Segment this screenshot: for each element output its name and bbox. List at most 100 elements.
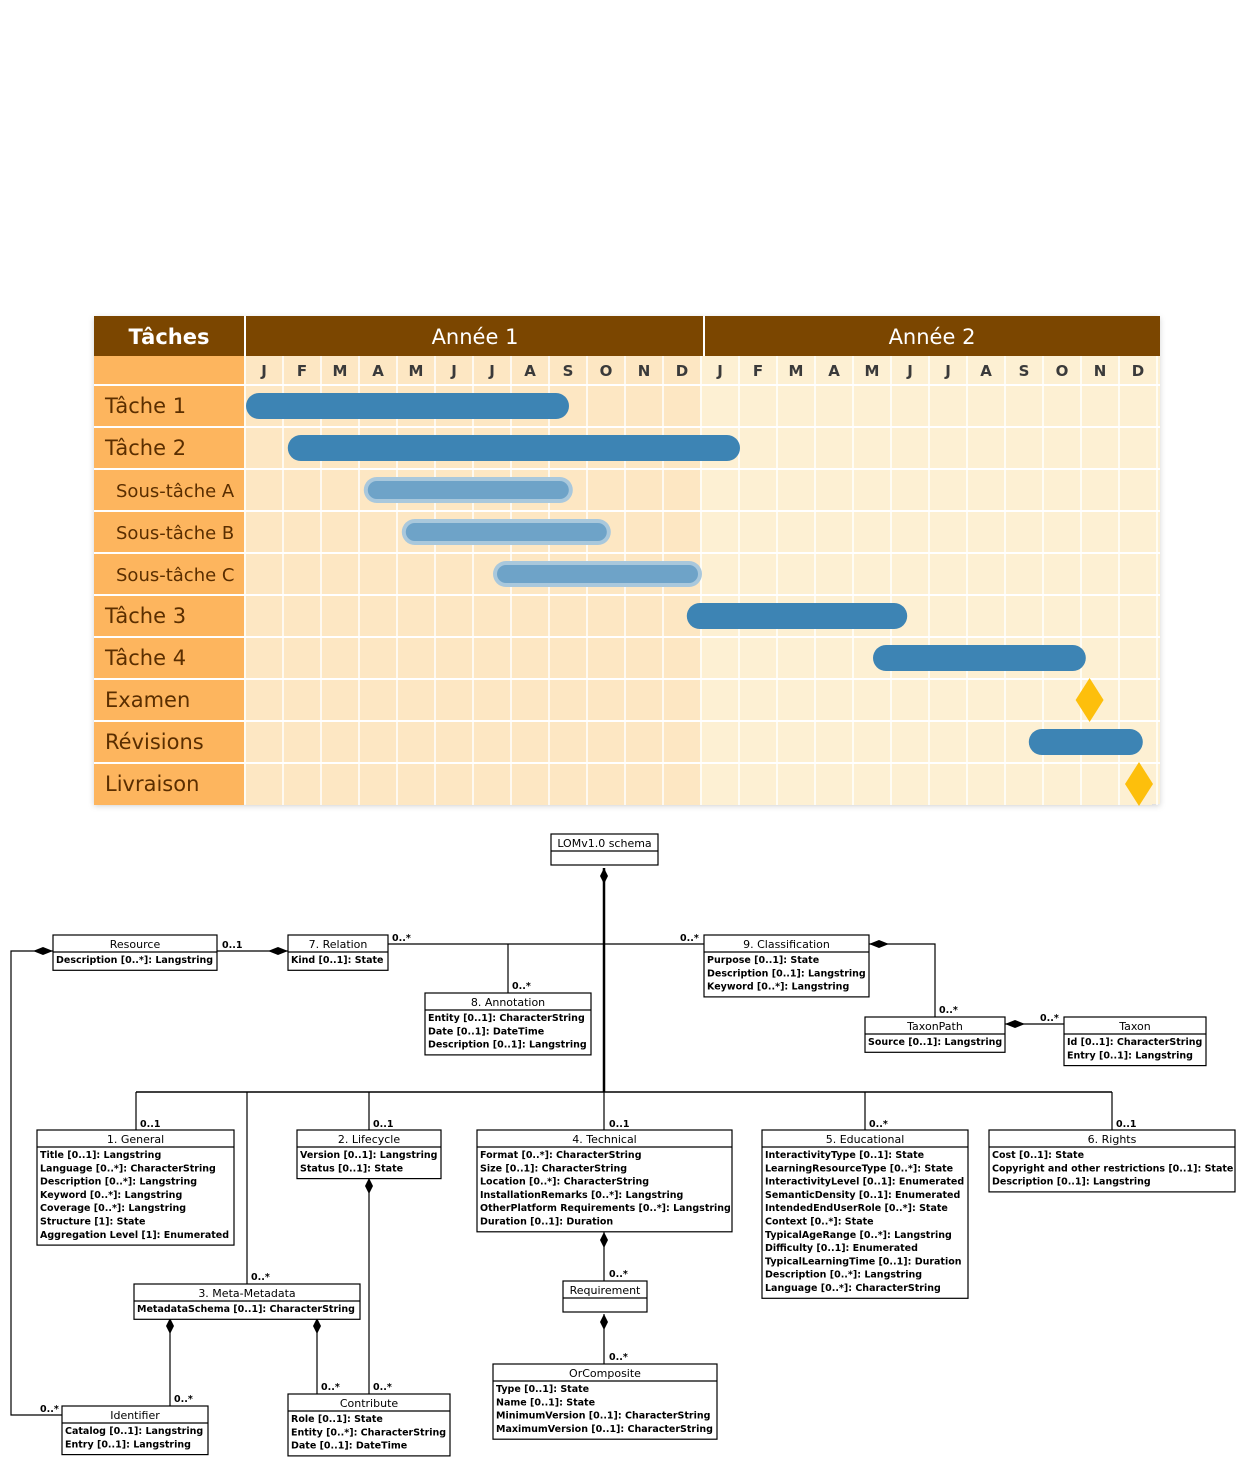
uml-class-attr: Duration [0..1]: Duration <box>480 1217 613 1228</box>
uml-class-attr: Cost [0..1]: State <box>992 1150 1084 1161</box>
uml-class-classification: 9. Classification Purpose [0..1]: State De… <box>703 934 870 998</box>
mult-requirement: 0..* <box>609 1269 628 1280</box>
uml-class-attr: Status [0..1]: State <box>300 1163 403 1174</box>
uml-class-attr: Language [0..*]: CharacterString <box>765 1283 941 1294</box>
gantt-month-label: N <box>1094 362 1107 380</box>
uml-class-attr: Description [0..1]: Langstring <box>707 968 866 979</box>
uml-class-title: 3. Meta-Metadata <box>198 1287 295 1300</box>
gantt-task-bar <box>246 393 569 419</box>
gantt-month-label: J <box>488 362 495 380</box>
mult-annotation: 0..* <box>512 981 531 992</box>
mult-general: 0..1 <box>140 1119 160 1130</box>
uml-class-box <box>52 934 218 971</box>
uml-class-attr: Date [0..1]: DateTime <box>428 1026 544 1037</box>
gantt-month-label: S <box>563 362 574 380</box>
gantt-subtask-bar <box>405 523 607 541</box>
mult-identifier-resource: 0..* <box>40 1404 59 1415</box>
uml-class-box <box>296 1129 442 1180</box>
uml-class-box <box>864 1016 1006 1053</box>
gantt-row-label: Sous-tâche C <box>116 565 234 586</box>
gantt-month-label: N <box>638 362 651 380</box>
uml-class-attr: Keyword [0..*]: Langstring <box>40 1190 182 1201</box>
uml-class-attr: Version [0..1]: Langstring <box>300 1150 437 1161</box>
uml-class-box <box>761 1129 969 1299</box>
gantt-task-bar <box>287 435 740 461</box>
gantt-row-label: Livraison <box>105 772 199 796</box>
uml-class-attr: MetadataSchema [0..1]: CharacterString <box>137 1304 355 1315</box>
gantt-month-label: J <box>944 362 951 380</box>
uml-class-general: 1. General Title [0..1]: Langstring Langua… <box>36 1129 235 1246</box>
uml-class-box <box>562 1280 648 1313</box>
uml-class-orcomposite: OrComposite Type [0..1]: State Name [0..1]… <box>492 1363 718 1440</box>
uml-class-attr: Kind [0..1]: State <box>291 955 384 966</box>
uml-class-resource: Resource Description [0..*]: Langstring <box>52 934 218 971</box>
gantt-milestone <box>1125 762 1153 806</box>
gantt-subtask-bar <box>367 481 569 499</box>
gantt-row-label: Sous-tâche A <box>116 481 235 502</box>
mult-lifecycle: 0..1 <box>373 1119 393 1130</box>
gantt-month-label: D <box>1132 362 1144 380</box>
uml-class-attr: Date [0..1]: DateTime <box>291 1441 407 1452</box>
mult-contribute-meta: 0..* <box>321 1382 340 1393</box>
uml-class-technical: 4. Technical Format [0..*]: CharacterStri… <box>476 1129 733 1233</box>
gantt-month-label: J <box>716 362 723 380</box>
gantt-row-label: Révisions <box>105 730 204 754</box>
uml-class-attr: Catalog [0..1]: Langstring <box>65 1426 203 1437</box>
uml-class-title: 1. General <box>107 1133 164 1146</box>
mult-rights: 0..1 <box>1116 1119 1136 1130</box>
uml-class-attr: Purpose [0..1]: State <box>707 955 819 966</box>
gantt-row-label: Tâche 4 <box>104 646 186 670</box>
gantt-month-label: O <box>1056 362 1069 380</box>
uml-class-title: 5. Educational <box>826 1133 905 1146</box>
gantt-month-label: D <box>676 362 688 380</box>
mult-taxon: 0..* <box>1040 1013 1059 1024</box>
uml-class-attr: IntendedEndUserRole [0..*]: State <box>765 1203 948 1214</box>
uml-class-attr: Role [0..1]: State <box>291 1414 383 1425</box>
uml-class-title: Resource <box>110 938 161 951</box>
uml-class-attr: Structure [1]: State <box>40 1217 145 1228</box>
uml-class-attr: InteractivityLevel [0..1]: Enumerated <box>765 1177 964 1188</box>
uml-class-attr: OtherPlatform Requirements [0..*]: Langs… <box>480 1203 731 1214</box>
gantt-body: J F M A M J J A S O N D J F M A M J J A S O N D Tâche 1 Tâche 2 So… <box>94 356 1160 806</box>
gantt-month-label: S <box>1019 362 1030 380</box>
uml-class-box <box>703 934 870 998</box>
uml-class-lom: LOMv1.0 schema <box>550 833 659 866</box>
uml-class-relation: 7. Relation Kind [0..1]: State <box>287 934 389 971</box>
uml-class-title: 8. Annotation <box>471 996 545 1009</box>
mult-taxonpath: 0..* <box>939 1005 958 1016</box>
uml-class-attr: Description [0..*]: Langstring <box>765 1270 922 1281</box>
uml-class-title: 6. Rights <box>1088 1133 1137 1146</box>
uml-class-title: Contribute <box>340 1397 399 1410</box>
uml-class-box <box>424 992 592 1056</box>
gantt-row-label: Tâche 2 <box>104 436 186 460</box>
uml-class-attr: Context [0..*]: State <box>765 1217 874 1228</box>
uml-class-contribute: Contribute Role [0..1]: State Entity [0..*… <box>287 1393 451 1457</box>
mult-contribute-lifecycle: 0..* <box>373 1382 392 1393</box>
uml-class-taxon: Taxon Id [0..1]: CharacterString Entry [0.… <box>1063 1016 1207 1067</box>
uml-class-title: 7. Relation <box>309 938 368 951</box>
uml-class-attr: TypicalLearningTime [0..1]: Duration <box>765 1256 962 1267</box>
gantt-month-label: A <box>372 362 384 380</box>
mult-technical: 0..1 <box>609 1119 629 1130</box>
mult-metametadata: 0..* <box>251 1272 270 1283</box>
gantt-task-bar <box>873 645 1086 671</box>
uml-class-attr: Description [0..1]: Langstring <box>428 1040 587 1051</box>
gantt-task-bar <box>1028 729 1143 755</box>
uml-class-attr: Source [0..1]: Langstring <box>868 1037 1002 1048</box>
uml-class-box <box>550 833 659 866</box>
uml-class-attr: Keyword [0..*]: Langstring <box>707 982 849 993</box>
gantt-header-tasks: Tâches <box>129 325 210 349</box>
uml-class-attr: Description [0..*]: Langstring <box>56 955 213 966</box>
uml-class-attr: MaximumVersion [0..1]: CharacterString <box>496 1424 713 1435</box>
gantt-milestone <box>1075 678 1104 722</box>
uml-class-attr: Title [0..1]: Langstring <box>40 1150 161 1161</box>
mult-classification: 0..* <box>680 933 699 944</box>
uml-class-attr: Difficulty [0..1]: Enumerated <box>765 1243 918 1254</box>
gantt-header-year1: Année 1 <box>432 325 519 349</box>
gantt-month-label: F <box>753 362 763 380</box>
uml-class-attr: Description [0..1]: Langstring <box>992 1177 1151 1188</box>
uml-class-title: Taxon <box>1118 1020 1151 1033</box>
gantt-month-label: M <box>333 362 348 380</box>
mult-relation: 0..* <box>392 933 411 944</box>
gantt-label-column <box>94 356 244 805</box>
